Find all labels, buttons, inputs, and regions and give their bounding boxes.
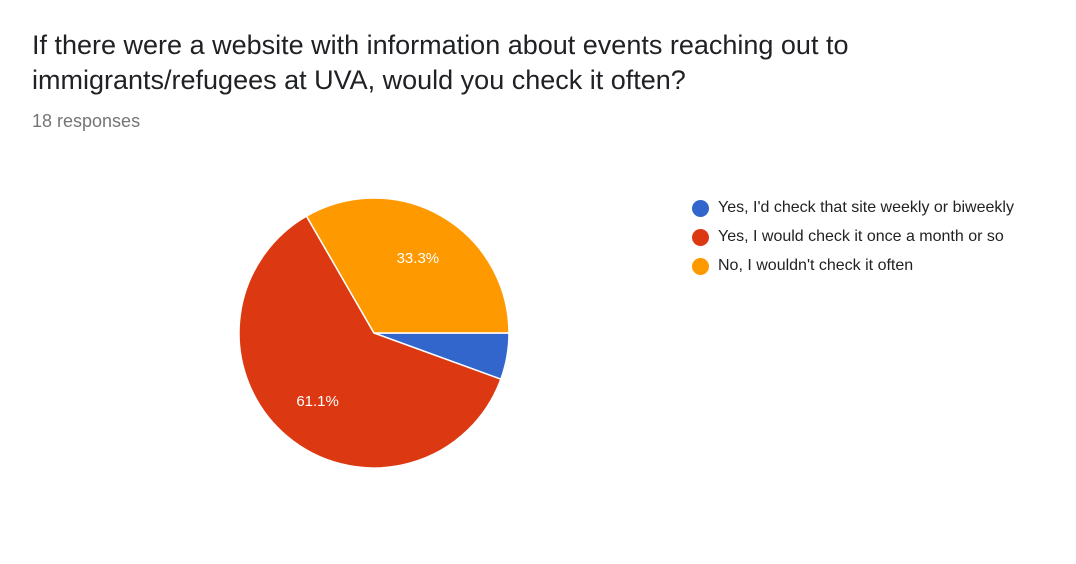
legend-item-weekly[interactable]: Yes, I'd check that site weekly or biwee… bbox=[690, 196, 1030, 220]
pie-slice-monthly[interactable] bbox=[238, 215, 502, 469]
pie-label-monthly: 61.1% bbox=[296, 393, 339, 410]
chart-header: If there were a website with information… bbox=[32, 28, 1042, 132]
legend-swatch-not-often bbox=[692, 258, 709, 275]
legend-label-not-often: No, I wouldn't check it often bbox=[718, 257, 914, 274]
response-count: 18 responses bbox=[32, 111, 141, 131]
legend-swatch-monthly bbox=[692, 229, 709, 246]
legend-label-weekly: Yes, I'd check that site weekly or biwee… bbox=[718, 199, 1014, 216]
question-title: If there were a website with information… bbox=[32, 30, 849, 95]
pie-slices bbox=[238, 197, 510, 469]
legend-swatch-weekly bbox=[692, 200, 709, 217]
legend-item-monthly[interactable]: Yes, I would check it once a month or so bbox=[690, 225, 1030, 249]
legend-item-not-often[interactable]: No, I wouldn't check it often bbox=[690, 254, 1030, 278]
pie-slice-weekly[interactable] bbox=[373, 332, 510, 381]
chart-legend: Yes, I'd check that site weekly or biwee… bbox=[690, 196, 1030, 283]
pie-slice-not-often[interactable] bbox=[305, 197, 510, 334]
pie-labels: 61.1% 33.3% bbox=[296, 250, 439, 410]
pie-label-not-often: 33.3% bbox=[397, 250, 440, 267]
legend-label-monthly: Yes, I would check it once a month or so bbox=[718, 228, 1004, 245]
